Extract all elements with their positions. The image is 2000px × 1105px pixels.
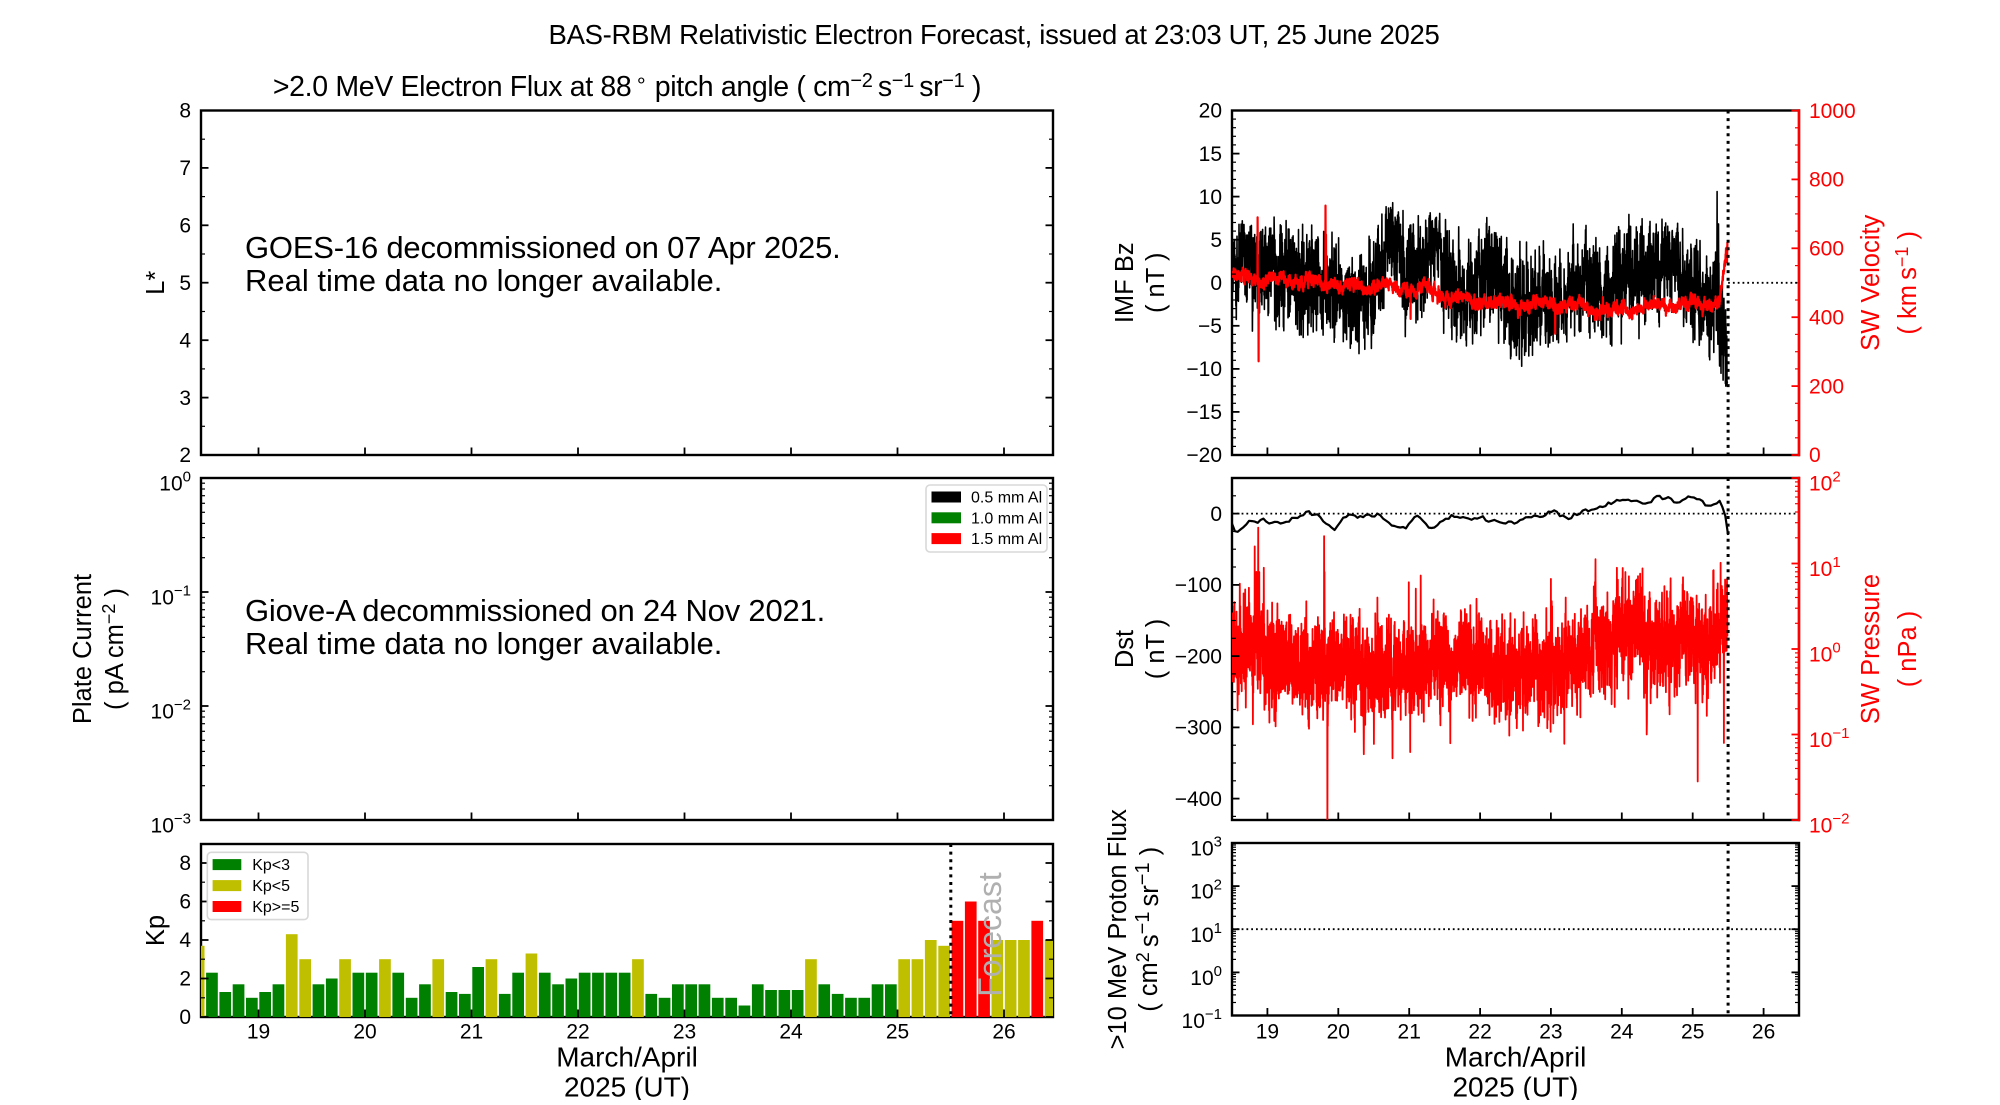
svg-text:SW Velocity: SW Velocity [1857, 215, 1885, 351]
svg-text:26: 26 [992, 1021, 1015, 1044]
svg-text:−10: −10 [1186, 358, 1222, 381]
svg-text:2025 (UT): 2025 (UT) [1452, 1072, 1578, 1101]
svg-text:−15: −15 [1186, 401, 1222, 424]
svg-text:Kp>=5: Kp>=5 [252, 899, 299, 916]
svg-text:4: 4 [179, 929, 191, 952]
svg-text:25: 25 [1681, 1021, 1704, 1044]
svg-text:6: 6 [179, 891, 191, 914]
svg-text:24: 24 [779, 1021, 803, 1044]
svg-text:( km s−1 ): ( km s−1 ) [1892, 231, 1922, 335]
svg-text:SW Pressure: SW Pressure [1857, 574, 1885, 724]
svg-text:>2.0 MeV Electron Flux at 88 ∘: >2.0 MeV Electron Flux at 88 ∘ pitch ang… [273, 70, 981, 103]
svg-text:Real time data no longer avail: Real time data no longer available. [245, 626, 722, 661]
svg-text:20: 20 [1327, 1021, 1350, 1044]
svg-text:15: 15 [1199, 143, 1222, 166]
svg-text:5: 5 [1210, 229, 1222, 252]
svg-text:BAS-RBM Relativistic Electron: BAS-RBM Relativistic Electron Forecast, … [549, 19, 1440, 50]
svg-text:200: 200 [1809, 375, 1844, 398]
svg-text:1.0 mm Al: 1.0 mm Al [971, 510, 1042, 527]
svg-text:800: 800 [1809, 169, 1844, 192]
svg-text:23: 23 [673, 1021, 696, 1044]
svg-text:5: 5 [179, 272, 191, 295]
svg-text:3: 3 [179, 387, 191, 410]
svg-text:Giove-A decommissioned on 24 N: Giove-A decommissioned on 24 Nov 2021. [245, 593, 825, 628]
svg-text:26: 26 [1752, 1021, 1775, 1044]
svg-text:22: 22 [566, 1021, 589, 1044]
svg-text:25: 25 [886, 1021, 909, 1044]
svg-text:IMF Bz: IMF Bz [1111, 242, 1139, 323]
svg-text:( cm2 s−1 sr−1 ): ( cm2 s−1 sr−1 ) [1132, 847, 1164, 1012]
svg-text:6: 6 [179, 215, 191, 238]
svg-text:600: 600 [1809, 238, 1844, 261]
svg-text:19: 19 [247, 1021, 270, 1044]
svg-text:0: 0 [1210, 503, 1222, 526]
svg-text:( nT ): ( nT ) [1142, 253, 1170, 313]
svg-text:>10 MeV Proton Flux: >10 MeV Proton Flux [1104, 809, 1132, 1049]
svg-text:−100: −100 [1175, 574, 1222, 597]
svg-text:( nPa ): ( nPa ) [1894, 611, 1922, 688]
svg-text:21: 21 [460, 1021, 483, 1044]
svg-text:2025 (UT): 2025 (UT) [564, 1072, 690, 1101]
svg-text:0: 0 [179, 1006, 191, 1029]
svg-text:March/April: March/April [1445, 1042, 1587, 1073]
svg-text:Kp<3: Kp<3 [252, 857, 290, 874]
svg-text:2: 2 [179, 968, 191, 991]
svg-text:24: 24 [1610, 1021, 1634, 1044]
svg-text:Real time data no longer avail: Real time data no longer available. [245, 263, 722, 298]
svg-text:( nT ): ( nT ) [1142, 619, 1170, 679]
svg-text:Kp<5: Kp<5 [252, 878, 290, 895]
svg-text:7: 7 [179, 157, 191, 180]
svg-text:22: 22 [1468, 1021, 1491, 1044]
svg-text:20: 20 [1199, 100, 1222, 123]
svg-text:2: 2 [179, 444, 191, 467]
svg-text:8: 8 [179, 100, 191, 123]
svg-text:0.5 mm Al: 0.5 mm Al [971, 490, 1042, 507]
svg-text:L*: L* [142, 271, 170, 295]
svg-text:0: 0 [1210, 272, 1222, 295]
svg-text:400: 400 [1809, 306, 1844, 329]
svg-text:−400: −400 [1175, 788, 1222, 811]
svg-text:20: 20 [353, 1021, 376, 1044]
svg-text:1.5 mm Al: 1.5 mm Al [971, 531, 1042, 548]
svg-text:19: 19 [1256, 1021, 1279, 1044]
svg-text:10: 10 [1199, 186, 1222, 209]
svg-text:Dst: Dst [1111, 630, 1139, 668]
svg-text:Forecast: Forecast [972, 872, 1008, 997]
svg-text:GOES-16 decommissioned on 07 A: GOES-16 decommissioned on 07 Apr 2025. [245, 230, 841, 265]
svg-text:4: 4 [179, 329, 191, 352]
svg-text:1000: 1000 [1809, 100, 1856, 123]
svg-text:Plate Current: Plate Current [69, 574, 97, 724]
svg-text:−300: −300 [1175, 717, 1222, 740]
svg-text:0: 0 [1809, 444, 1821, 467]
svg-text:−20: −20 [1186, 444, 1222, 467]
svg-text:Kp: Kp [142, 915, 170, 946]
svg-text:March/April: March/April [556, 1042, 698, 1073]
svg-text:21: 21 [1398, 1021, 1421, 1044]
svg-text:23: 23 [1539, 1021, 1562, 1044]
svg-text:−5: −5 [1198, 315, 1222, 338]
svg-text:8: 8 [179, 852, 191, 875]
svg-text:−200: −200 [1175, 645, 1222, 668]
